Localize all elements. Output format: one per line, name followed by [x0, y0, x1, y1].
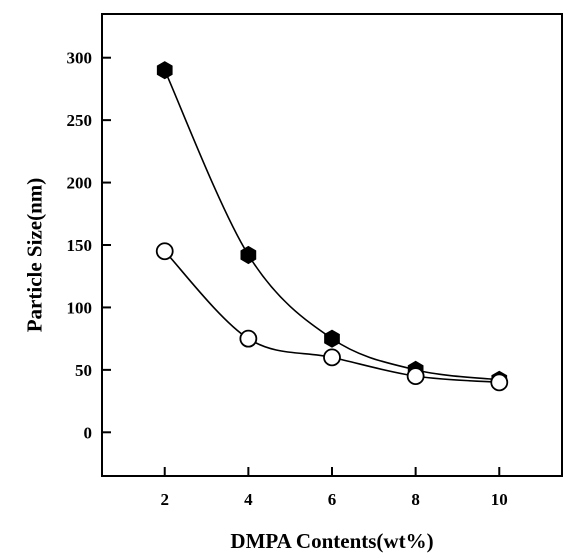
- y-tick-label: 100: [67, 298, 93, 317]
- series-1-point: [324, 329, 340, 348]
- series-2-point: [239, 329, 258, 348]
- series-markers: [155, 61, 509, 392]
- x-tick-label: 2: [160, 490, 169, 509]
- x-tick-label: 6: [328, 490, 337, 509]
- series-2-point: [490, 373, 509, 392]
- y-tick-label: 50: [75, 361, 92, 380]
- x-tick-label: 4: [244, 490, 253, 509]
- x-axis-ticks: 2 4 6 8 10: [160, 467, 508, 509]
- y-tick-label: 250: [67, 111, 93, 130]
- series-1-point: [156, 61, 173, 80]
- x-tick-label: 10: [491, 490, 508, 509]
- y-tick-label: 300: [67, 49, 93, 68]
- y-tick-label: 150: [67, 236, 93, 255]
- series-2-point: [155, 242, 174, 261]
- y-axis-ticks: 0 50 100 150 200 250 300: [67, 49, 111, 442]
- y-tick-label: 200: [67, 174, 93, 193]
- series-1-point: [240, 245, 257, 265]
- y-axis-label: Particle Size(nm): [22, 178, 46, 333]
- x-axis-label: DMPA Contents(wt%): [230, 529, 433, 553]
- series-2-point: [406, 367, 425, 386]
- series-2-point: [323, 348, 341, 367]
- x-tick-label: 8: [411, 490, 420, 509]
- series-1-curve: [163, 69, 500, 381]
- y-tick-label: 0: [84, 423, 93, 442]
